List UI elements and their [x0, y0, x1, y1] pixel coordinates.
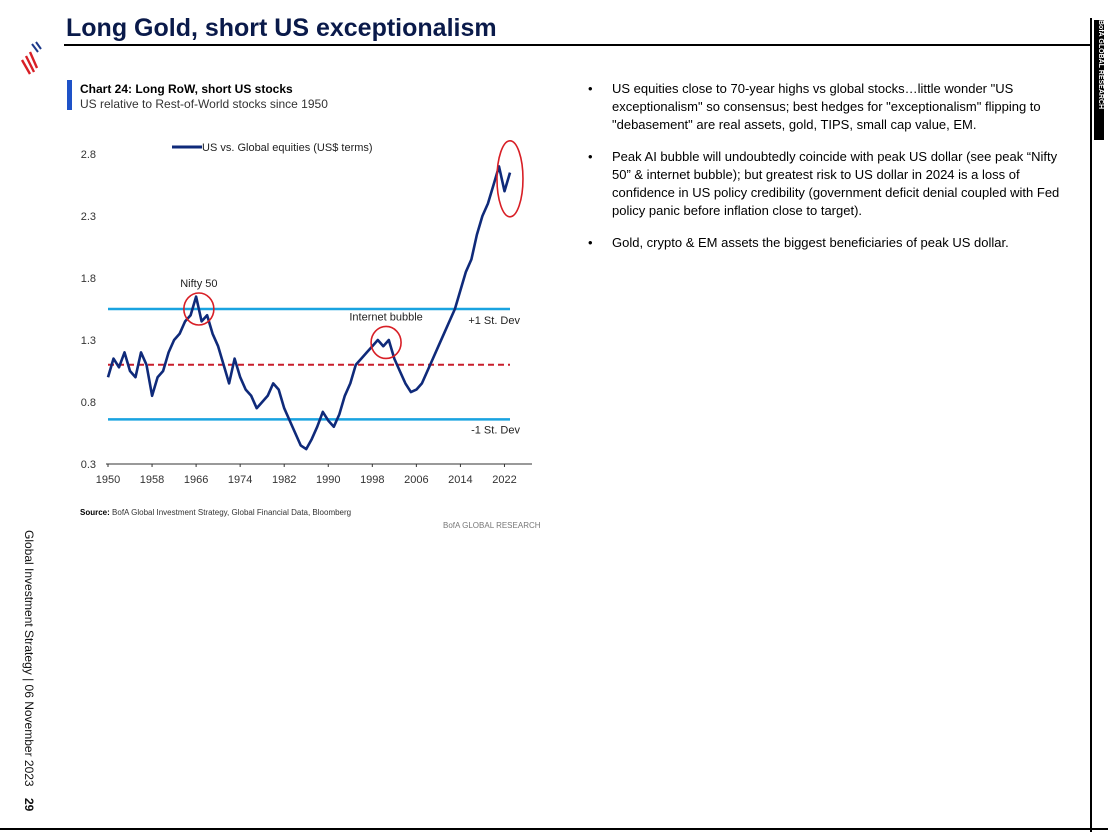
x-tick-label: 1950	[96, 474, 120, 486]
std-dev-label: +1 St. Dev	[468, 315, 520, 327]
x-tick-label: 1990	[316, 474, 340, 486]
bullet-text: US equities close to 70-year highs vs gl…	[612, 81, 1041, 132]
page-border-right	[1090, 18, 1092, 832]
bofa-flag-logo-icon	[20, 41, 42, 75]
bullet-glyph: •	[588, 81, 593, 96]
x-tick-label: 1982	[272, 474, 296, 486]
x-tick-label: 2014	[448, 474, 472, 486]
bullet-item: • Peak AI bubble will undoubtedly coincid…	[584, 148, 1064, 220]
chart-accent-bar	[67, 80, 72, 110]
side-brand-label: BofA GLOBAL RESEARCH	[1094, 20, 1104, 140]
source-label: Source:	[80, 508, 110, 517]
x-tick-label: 1974	[228, 474, 252, 486]
legend-label: US vs. Global equities (US$ terms)	[202, 142, 373, 154]
chart-title: Chart 24: Long RoW, short US stocks	[80, 82, 293, 96]
source-text: BofA Global Investment Strategy, Global …	[112, 508, 352, 517]
highlight-circle	[496, 139, 524, 218]
chart-subtitle: US relative to Rest-of-World stocks sinc…	[80, 97, 328, 111]
bullet-item: • US equities close to 70-year highs vs g…	[584, 80, 1064, 134]
y-tick-label: 2.8	[81, 149, 96, 161]
x-tick-label: 2022	[492, 474, 516, 486]
side-report-label: Global Investment Strategy | 06 November…	[22, 530, 36, 787]
annotation-label: Nifty 50	[180, 278, 217, 290]
bullet-text: Gold, crypto & EM assets the biggest ben…	[612, 235, 1009, 250]
chart-source: Source: BofA Global Investment Strategy,…	[80, 508, 351, 517]
y-tick-label: 1.3	[81, 335, 96, 347]
x-tick-label: 1966	[184, 474, 208, 486]
annotation-label: Internet bubble	[349, 311, 422, 323]
x-tick-label: 1958	[140, 474, 164, 486]
y-tick-label: 1.8	[81, 273, 96, 285]
bullet-glyph: •	[588, 235, 593, 250]
std-dev-label: -1 St. Dev	[471, 424, 520, 436]
bullet-text: Peak AI bubble will undoubtedly coincide…	[612, 149, 1060, 218]
chart-brand: BofA GLOBAL RESEARCH	[443, 521, 541, 530]
bullet-glyph: •	[588, 149, 593, 164]
highlight-circle	[183, 292, 215, 326]
y-tick-label: 2.3	[81, 211, 96, 223]
x-tick-label: 2006	[404, 474, 428, 486]
page-border-bottom	[0, 828, 1108, 830]
y-tick-label: 0.3	[81, 459, 96, 471]
series-line	[106, 165, 512, 451]
highlight-circle	[370, 325, 402, 360]
bullet-item: • Gold, crypto & EM assets the biggest be…	[584, 234, 1064, 252]
page-number: 29	[22, 798, 36, 812]
y-tick-label: 0.8	[81, 397, 96, 409]
title-rule	[64, 44, 1090, 46]
page-title: Long Gold, short US exceptionalism	[66, 14, 497, 42]
bullet-list: • US equities close to 70-year highs vs g…	[584, 80, 1064, 266]
x-tick-label: 1998	[360, 474, 384, 486]
